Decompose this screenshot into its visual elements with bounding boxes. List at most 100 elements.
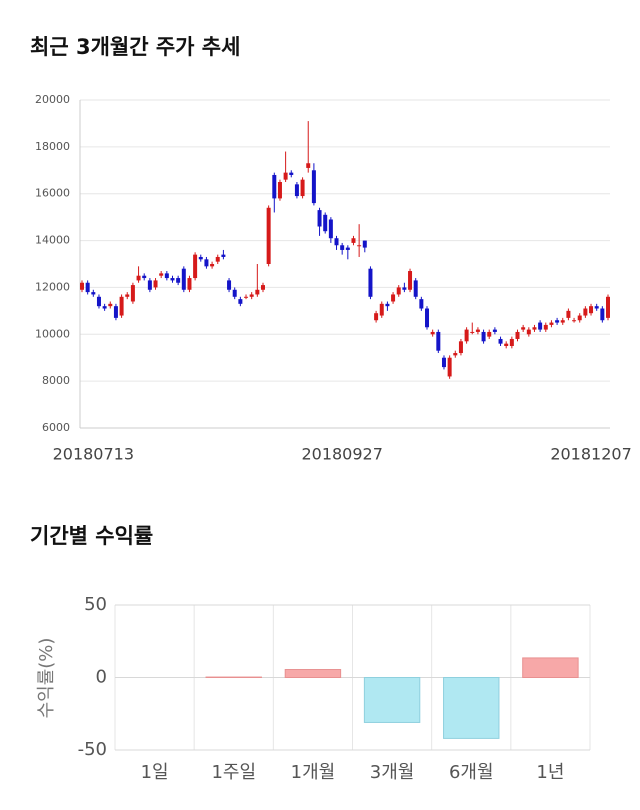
candle-body bbox=[583, 308, 588, 316]
candle-body bbox=[238, 299, 243, 304]
bar bbox=[363, 677, 421, 723]
candle-body bbox=[125, 294, 130, 297]
candle-body bbox=[193, 254, 198, 279]
candle-body bbox=[589, 306, 594, 314]
candle-body bbox=[187, 278, 192, 290]
candle-body bbox=[396, 287, 401, 295]
candle-body bbox=[221, 254, 226, 257]
x-tick-label: 6개월 bbox=[449, 762, 494, 783]
candle-body bbox=[600, 308, 605, 321]
candle-body bbox=[334, 238, 339, 246]
chart-title: 최근 3개월간 주가 추세 bbox=[30, 35, 240, 59]
candle-body bbox=[153, 280, 158, 288]
candle-body bbox=[164, 273, 169, 279]
candle-body bbox=[198, 256, 203, 260]
candle-body bbox=[260, 285, 265, 290]
candle-body bbox=[328, 219, 333, 239]
candle-body bbox=[204, 259, 209, 267]
candle-body bbox=[136, 275, 141, 281]
candle-body bbox=[492, 329, 497, 332]
candle-body bbox=[210, 264, 215, 267]
candle-body bbox=[232, 289, 237, 297]
y-tick-label: 20000 bbox=[35, 93, 70, 106]
y-tick-label: 16000 bbox=[35, 187, 70, 200]
candle-body bbox=[311, 170, 316, 204]
candle-body bbox=[572, 320, 577, 322]
candle-body bbox=[464, 329, 469, 342]
bar bbox=[443, 677, 500, 739]
y-tick-label: 12000 bbox=[35, 280, 70, 293]
candle-body bbox=[560, 320, 565, 323]
candle-body bbox=[374, 313, 379, 321]
x-tick-label: 3개월 bbox=[370, 762, 415, 783]
y-tick-label: 10000 bbox=[35, 327, 70, 340]
candle-body bbox=[294, 184, 299, 197]
x-tick-label: 1개월 bbox=[291, 762, 336, 783]
y-tick-label: 6000 bbox=[42, 421, 70, 434]
candle-body bbox=[555, 320, 560, 323]
candle-body bbox=[402, 287, 407, 290]
candle-body bbox=[526, 329, 531, 335]
candle-body bbox=[379, 303, 384, 316]
candle-body bbox=[244, 296, 249, 298]
candle-body bbox=[147, 280, 152, 290]
y-tick-label: 50 bbox=[84, 594, 107, 615]
candle-body bbox=[181, 268, 186, 290]
candle-body bbox=[289, 172, 294, 175]
candle-body bbox=[277, 182, 282, 199]
candle-body bbox=[549, 322, 554, 325]
candle-body bbox=[357, 245, 362, 247]
candle-body bbox=[453, 353, 458, 356]
candle-body bbox=[504, 343, 509, 346]
x-tick-label: 20180927 bbox=[301, 445, 382, 464]
candle-body bbox=[475, 329, 480, 332]
candle-body bbox=[102, 306, 107, 309]
candle-body bbox=[159, 273, 164, 276]
chart-title: 기간별 수익률 bbox=[30, 524, 153, 548]
candle-body bbox=[532, 327, 537, 330]
candle-body bbox=[521, 327, 526, 330]
candle-body bbox=[80, 282, 84, 290]
candle-body bbox=[441, 357, 446, 368]
candle-body bbox=[340, 245, 345, 250]
candle-body bbox=[436, 331, 441, 351]
candle-body bbox=[509, 338, 514, 346]
y-tick-label: 0 bbox=[96, 667, 107, 688]
y-tick-label: 8000 bbox=[42, 374, 70, 387]
candle-body bbox=[176, 278, 181, 283]
candle-body bbox=[470, 331, 475, 333]
candle-body bbox=[323, 214, 328, 232]
candle-body bbox=[481, 331, 486, 342]
x-tick-label: 1주일 bbox=[211, 762, 256, 783]
candle-body bbox=[345, 247, 350, 250]
candle-body bbox=[300, 179, 305, 197]
candle-body bbox=[408, 271, 413, 290]
candle-body bbox=[170, 278, 175, 281]
candle-body bbox=[272, 174, 277, 199]
y-tick-label: 18000 bbox=[35, 140, 70, 153]
candle-body bbox=[113, 306, 118, 318]
candle-body bbox=[91, 292, 96, 295]
candle-body bbox=[283, 172, 288, 180]
candle-body bbox=[142, 275, 147, 279]
candle-body bbox=[317, 210, 322, 227]
candle-body bbox=[413, 280, 418, 297]
bar bbox=[522, 657, 579, 678]
candle-body bbox=[119, 296, 124, 316]
candle-body bbox=[351, 238, 356, 243]
x-tick-label: 20181207 bbox=[550, 445, 631, 464]
candle-body bbox=[543, 324, 548, 330]
candle-body bbox=[538, 322, 543, 330]
candle-body bbox=[566, 310, 571, 318]
candle-body bbox=[306, 163, 311, 168]
candle-body bbox=[385, 303, 390, 307]
candle-body bbox=[362, 240, 367, 248]
candle-body bbox=[108, 303, 113, 307]
candle-body bbox=[577, 315, 582, 321]
candle-body bbox=[447, 357, 452, 377]
x-tick-label: 1년 bbox=[536, 762, 564, 783]
candle-body bbox=[255, 289, 260, 295]
candle-body bbox=[430, 331, 435, 335]
x-tick-label: 20180713 bbox=[53, 445, 134, 464]
